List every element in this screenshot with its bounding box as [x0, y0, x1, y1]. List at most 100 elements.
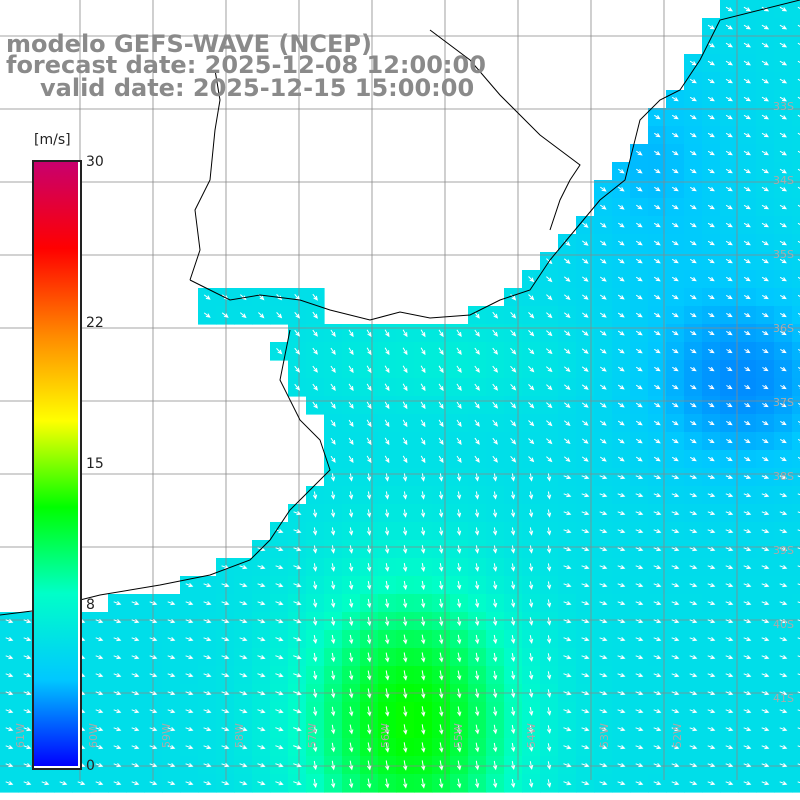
wind-arrow — [726, 438, 733, 444]
wind-arrow — [707, 204, 715, 210]
wind-arrow — [707, 564, 716, 570]
wind-arrow — [167, 637, 176, 642]
wind-arrow — [528, 653, 534, 662]
wind-arrow — [617, 727, 626, 732]
wind-arrow — [599, 546, 608, 552]
wind-arrow — [708, 402, 715, 408]
wind-arrow — [149, 618, 158, 624]
wind-arrow — [528, 779, 534, 788]
wind-cell — [792, 774, 800, 793]
wind-cell — [792, 594, 800, 613]
wind-arrow — [779, 78, 788, 84]
wind-arrow — [635, 673, 644, 678]
wind-arrow — [635, 510, 644, 516]
wind-arrow — [761, 222, 770, 228]
wind-arrow — [743, 564, 752, 570]
wind-arrow — [744, 330, 751, 336]
wind-arrow — [349, 706, 354, 717]
wind-arrow — [402, 545, 408, 554]
wind-arrow — [779, 24, 788, 30]
wind-arrow — [149, 708, 158, 714]
wind-arrow — [546, 509, 552, 518]
wind-arrow — [707, 762, 716, 768]
wind-arrow — [457, 778, 462, 789]
wind-arrow — [599, 438, 607, 444]
wind-arrow — [348, 473, 354, 482]
wind-arrow — [185, 673, 194, 678]
wind-arrow — [671, 510, 680, 516]
wind-cell — [792, 54, 800, 73]
wind-arrow — [421, 688, 426, 699]
wind-arrow — [689, 672, 698, 678]
wind-arrow — [599, 330, 607, 336]
wind-arrow — [330, 724, 336, 735]
wind-arrow — [761, 726, 770, 732]
wind-arrow — [385, 778, 390, 789]
wind-arrow — [761, 150, 769, 156]
wind-arrow — [617, 709, 626, 714]
wind-arrow — [239, 673, 248, 678]
wind-arrow — [366, 383, 372, 392]
wind-arrow — [617, 619, 626, 624]
wind-arrow — [617, 492, 626, 498]
wind-arrow — [563, 529, 572, 534]
wind-arrow — [312, 742, 318, 753]
wind-arrow — [653, 564, 662, 570]
wind-arrow — [221, 637, 230, 642]
wind-arrow — [402, 401, 408, 410]
wind-arrow — [779, 528, 788, 534]
wind-arrow — [366, 347, 372, 356]
wind-arrow — [563, 510, 572, 516]
wind-arrow — [456, 401, 462, 409]
wind-arrow — [5, 654, 14, 660]
wind-arrow — [384, 491, 390, 500]
wind-arrow — [330, 347, 336, 355]
wind-arrow — [743, 654, 752, 660]
wind-arrow — [312, 617, 318, 626]
wind-arrow — [743, 474, 752, 479]
wind-arrow — [761, 546, 770, 552]
wind-arrow — [528, 456, 535, 463]
wind-arrow — [185, 691, 194, 696]
wind-arrow — [167, 745, 176, 750]
wind-arrow — [5, 618, 14, 624]
wind-arrow — [743, 6, 752, 12]
wind-arrow — [725, 114, 733, 120]
wind-arrow — [797, 475, 800, 478]
wind-arrow — [779, 510, 788, 516]
wind-arrow — [617, 546, 626, 552]
wind-arrow — [348, 491, 354, 500]
wind-arrow — [689, 690, 698, 696]
wind-arrow — [113, 618, 122, 624]
wind-arrow — [563, 745, 572, 750]
wind-cell — [792, 306, 800, 325]
wind-arrow — [312, 778, 318, 789]
wind-arrow — [492, 401, 499, 409]
wind-cell — [792, 90, 800, 109]
wind-arrow — [689, 150, 697, 156]
wind-arrow — [23, 708, 32, 714]
wind-arrow — [546, 294, 553, 301]
wind-arrow — [725, 222, 733, 228]
wind-arrow — [366, 437, 372, 446]
wind-arrow — [707, 636, 716, 642]
wind-arrow — [23, 744, 32, 750]
wind-arrow — [617, 781, 626, 786]
wind-arrow — [366, 455, 372, 464]
wind-arrow — [636, 168, 643, 174]
wind-arrow — [239, 619, 248, 624]
wind-arrow — [779, 708, 788, 714]
wind-arrow — [420, 455, 426, 464]
wind-arrow — [653, 618, 662, 624]
lon-label: 55W — [452, 723, 465, 748]
wind-arrow — [456, 545, 462, 554]
wind-arrow — [275, 637, 284, 642]
wind-arrow — [743, 42, 751, 48]
wind-arrow — [797, 276, 800, 281]
wind-arrow — [779, 186, 787, 192]
wind-arrow — [779, 96, 787, 102]
wind-arrow — [671, 456, 679, 462]
wind-arrow — [689, 240, 697, 246]
wind-arrow — [492, 311, 499, 319]
wind-arrow — [761, 78, 769, 84]
